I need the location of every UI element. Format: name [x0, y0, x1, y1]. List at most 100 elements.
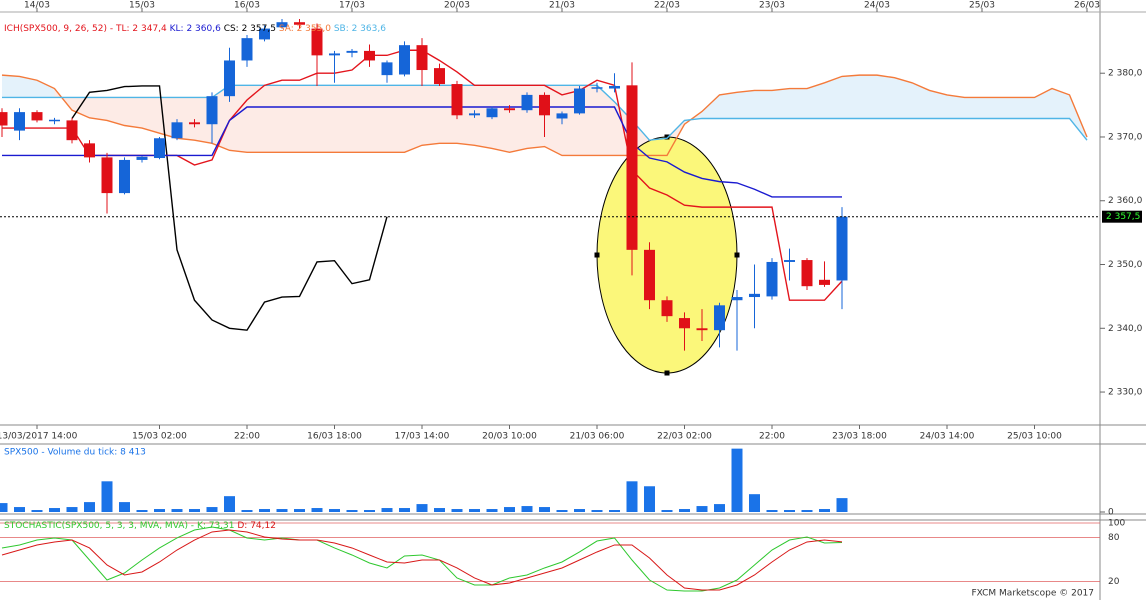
candle-body	[801, 260, 813, 287]
cloud	[19, 76, 37, 98]
ellipse-handle	[664, 134, 670, 140]
x-tick-label: 22/03 02:00	[657, 432, 712, 442]
cloud	[474, 85, 492, 149]
volume-bar	[31, 510, 43, 512]
y-tick-label: 80	[1108, 533, 1120, 543]
volume-bar	[206, 507, 218, 512]
top-tick-label: 25/03	[969, 1, 995, 11]
volume-bar	[241, 510, 253, 512]
top-tick-label: 20/03	[444, 1, 470, 11]
ellipse-handle	[594, 252, 600, 258]
candle-body	[819, 279, 830, 285]
cloud	[824, 76, 842, 119]
candle-body	[171, 122, 183, 139]
candle-body	[381, 62, 393, 76]
candle-body	[731, 297, 743, 301]
x-tick-label: 22:00	[234, 432, 260, 442]
cloud	[1052, 88, 1070, 119]
cloud	[527, 85, 545, 149]
candle-body	[84, 143, 95, 158]
volume-bar	[521, 506, 533, 512]
candle-body	[66, 120, 78, 141]
candle-body	[119, 159, 130, 194]
candle-body	[259, 28, 270, 40]
candle-body	[311, 28, 323, 56]
x-tick-label: 16/03 18:00	[307, 432, 362, 442]
candle-body	[224, 60, 235, 97]
volume-bar	[224, 496, 235, 512]
candle-body	[766, 261, 778, 297]
volume-bar	[801, 510, 813, 512]
cloud	[2, 75, 20, 98]
cloud	[982, 97, 1000, 119]
volume-bar	[49, 508, 60, 512]
cloud	[264, 85, 282, 153]
candle-body	[556, 113, 568, 119]
y-tick-label: 20	[1108, 577, 1120, 587]
candle-body	[626, 85, 638, 250]
cloud	[89, 97, 107, 121]
ichimoku-line	[2, 106, 842, 198]
cloud	[317, 85, 335, 153]
volume-bar	[486, 509, 498, 512]
candle-body	[329, 53, 340, 56]
candle-body	[609, 85, 620, 89]
cloud	[772, 88, 790, 119]
cloud	[72, 97, 90, 118]
volume-bar	[84, 502, 95, 512]
y-tick-label: 2 350,0	[1108, 260, 1143, 270]
cloud	[229, 85, 247, 153]
cloud	[947, 94, 965, 119]
legend-entry: SA: 2 355,0	[279, 24, 331, 34]
cloud	[282, 85, 300, 153]
last-price-box	[1102, 210, 1142, 223]
annotation-ellipse	[596, 136, 738, 374]
cloud	[789, 88, 807, 119]
candle-body	[451, 84, 463, 116]
candle-body	[31, 112, 43, 121]
cloud	[597, 85, 615, 156]
x-tick-label: 15/03 02:00	[132, 432, 187, 442]
candle-body	[521, 94, 533, 111]
volume-bar	[364, 510, 375, 512]
volume-bar	[679, 509, 690, 512]
candle-body	[101, 157, 113, 194]
volume-bar	[661, 510, 673, 512]
volume-bar	[836, 498, 848, 512]
cloud	[352, 85, 370, 153]
volume-bar	[626, 481, 638, 512]
volume-bar	[189, 509, 200, 512]
candle-body	[189, 122, 200, 125]
candle-body	[346, 50, 358, 53]
volume-bar	[171, 509, 183, 512]
volume-bar	[101, 481, 113, 512]
x-tick-label: 21/03 06:00	[570, 432, 625, 442]
x-tick-label: 22:00	[759, 432, 785, 442]
top-tick-label: 14/03	[24, 1, 50, 11]
stochastic-line	[1, 529, 843, 591]
x-tick-label: 23/03 18:00	[832, 432, 887, 442]
cloud	[929, 90, 947, 119]
candle-body	[661, 300, 673, 317]
cloud	[247, 85, 265, 153]
volume-bar	[294, 509, 305, 512]
cloud	[387, 85, 405, 153]
cloud	[422, 85, 440, 146]
volume-bar	[434, 508, 445, 512]
cloud	[964, 97, 982, 119]
volume-bar	[749, 494, 760, 512]
volume-bar	[696, 506, 708, 512]
volume-bar	[784, 510, 795, 512]
cloud	[912, 82, 930, 119]
volume-bar	[381, 508, 393, 512]
ichimoku-line	[1, 74, 1088, 157]
y-tick-label: 2 370,0	[1108, 132, 1143, 142]
top-tick-label: 17/03	[339, 1, 365, 11]
cloud	[719, 92, 737, 119]
candle-body	[434, 68, 445, 85]
volume-bar	[66, 507, 78, 512]
candle-body	[486, 108, 498, 118]
cloud	[737, 90, 755, 119]
candle-body	[206, 96, 218, 125]
candle-body	[14, 112, 25, 131]
